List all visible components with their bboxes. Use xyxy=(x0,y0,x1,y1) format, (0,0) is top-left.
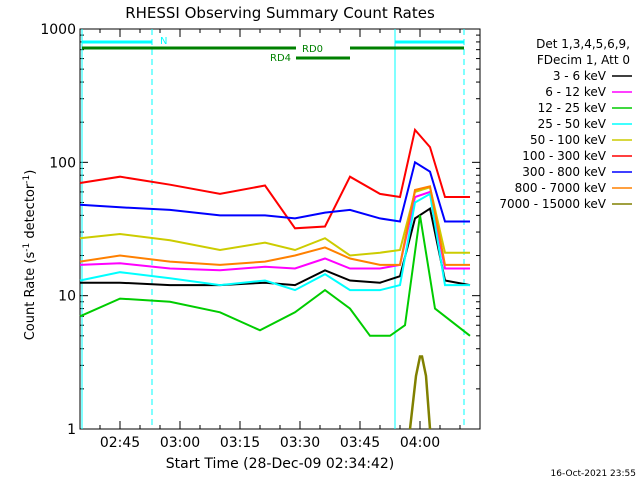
y-tick-label: 1 xyxy=(67,422,76,438)
series-line-8 xyxy=(79,185,470,266)
x-axis-label: Start Time (28-Dec-09 02:34:42) xyxy=(166,456,394,472)
legend-label-1: 3 - 6 keV xyxy=(553,69,607,83)
legend: Det 1,3,4,5,6,9, FDecim 1, Att 0 3 - 6 k… xyxy=(499,37,632,211)
series-line-2 xyxy=(79,190,470,272)
y-tick-label: 10 xyxy=(58,289,76,305)
flag-label-n: N xyxy=(160,36,167,47)
x-tick-label: 03:45 xyxy=(340,435,380,451)
x-tick-label: 03:15 xyxy=(220,435,260,451)
footer-timestamp: 16-Oct-2021 23:55 xyxy=(551,469,636,479)
y-axis-label: Count Rate (s-1 detector-1) xyxy=(22,170,38,341)
y-axis-label-mid: detector xyxy=(23,183,38,243)
x-tick-label: 03:30 xyxy=(280,435,320,451)
flag-label-rd0: RD0 xyxy=(302,44,323,55)
flag-label-rd4: RD4 xyxy=(270,53,291,64)
series-line-5 xyxy=(79,186,470,257)
series-line-9 xyxy=(408,355,432,430)
plot-frame xyxy=(79,28,481,430)
legend-label-5: 50 - 100 keV xyxy=(530,133,607,147)
x-tick-label: 04:00 xyxy=(400,435,440,451)
x-tick-label: 02:45 xyxy=(100,435,140,451)
legend-header-2: FDecim 1, Att 0 xyxy=(537,53,630,67)
legend-label-8: 800 - 7000 keV xyxy=(515,181,607,195)
legend-label-3: 12 - 25 keV xyxy=(538,101,607,115)
y-axis-label-main: Count Rate (s xyxy=(23,252,38,341)
y-tick-label: 1000 xyxy=(40,22,76,38)
y-axis-label-end: ) xyxy=(23,170,38,175)
series-line-6 xyxy=(79,127,470,230)
legend-label-7: 300 - 800 keV xyxy=(522,165,606,179)
legend-label-2: 6 - 12 keV xyxy=(545,85,607,99)
series-line-7 xyxy=(79,160,470,223)
y-axis-label-sup1: -1 xyxy=(22,243,32,252)
series-line-3 xyxy=(79,215,471,337)
plot-area: 1 10 100 1000 02:45 03:00 03:15 03:30 03:45 04:00… xyxy=(40,22,481,451)
legend-label-6: 100 - 300 keV xyxy=(522,149,606,163)
chart-title: RHESSI Observing Summary Count Rates xyxy=(125,4,435,22)
legend-label-4: 25 - 50 keV xyxy=(538,117,607,131)
x-tick-label: 03:00 xyxy=(160,435,200,451)
legend-header-1: Det 1,3,4,5,6,9, xyxy=(536,37,630,51)
y-axis-label-sup2: -1 xyxy=(22,175,32,184)
y-tick-label: 100 xyxy=(49,155,76,171)
series-line-4 xyxy=(79,192,470,292)
series-line-1 xyxy=(80,206,471,287)
legend-label-9: 7000 - 15000 keV xyxy=(499,197,606,211)
